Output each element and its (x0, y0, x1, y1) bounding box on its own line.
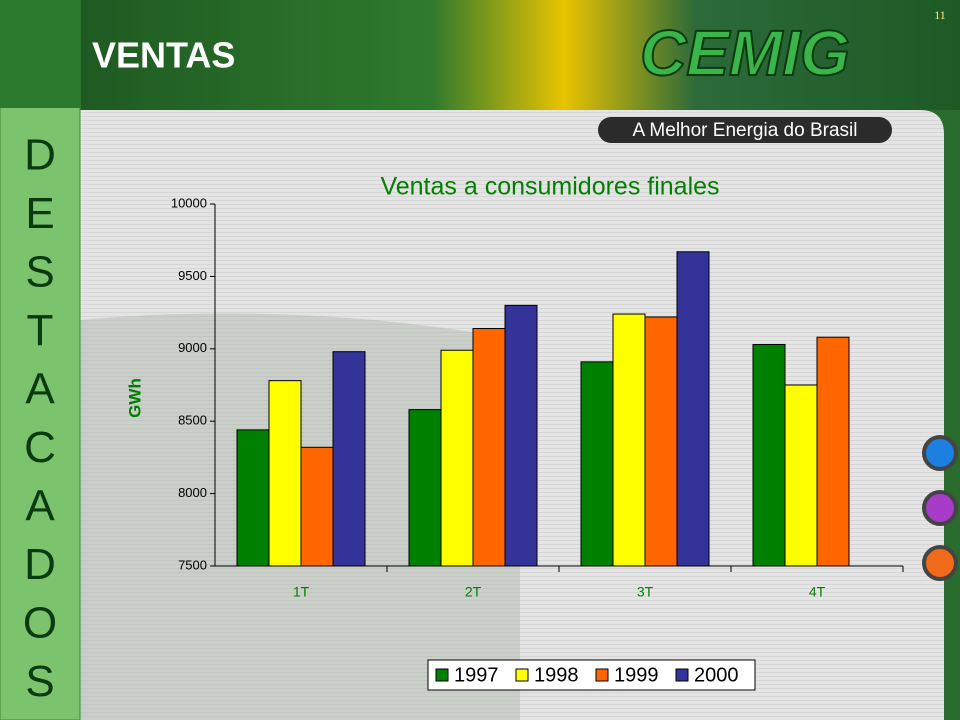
sidebar-top (0, 0, 80, 108)
page-number: 11 (934, 8, 946, 22)
bar (784, 384, 818, 567)
x-tick-label: 4T (809, 584, 826, 600)
sidebar-letter: D (24, 131, 56, 180)
sidebar-letter: T (27, 306, 54, 355)
bar (676, 251, 710, 567)
bar (472, 328, 506, 567)
chart-title: Ventas a consumidores finales (380, 173, 719, 201)
y-axis-label: GWh (125, 378, 144, 418)
bar (612, 313, 646, 567)
slide-title: VENTAS (92, 35, 235, 76)
bar (816, 336, 850, 567)
legend-label: 1999 (614, 664, 659, 686)
y-tick-label: 10000 (171, 195, 207, 210)
legend-label: 1998 (534, 664, 579, 686)
bar (504, 304, 538, 567)
y-tick-label: 9500 (178, 268, 207, 283)
bar (440, 349, 474, 567)
legend-swatch (595, 668, 609, 682)
legend-swatch (675, 668, 689, 682)
x-tick-label: 3T (637, 584, 654, 600)
y-tick-label: 9000 (178, 340, 207, 355)
sidebar-letter: A (25, 482, 55, 531)
y-tick-label: 8000 (178, 485, 207, 500)
sidebar-letter: A (25, 365, 55, 414)
logo: CEMIG (640, 17, 850, 89)
sidebar-letter: S (25, 657, 54, 706)
x-tick-label: 2T (465, 584, 482, 600)
bar (300, 446, 334, 567)
next-button[interactable] (922, 435, 958, 471)
y-tick-label: 8500 (178, 413, 207, 428)
tagline-pill (598, 117, 892, 143)
bar (236, 429, 270, 567)
legend (427, 659, 756, 691)
sidebar-letter: D (24, 540, 56, 589)
sidebar-letter: S (25, 248, 54, 297)
banner (80, 0, 960, 110)
bar (268, 380, 302, 567)
sidebar-letter: O (23, 599, 57, 648)
x-tick-label: 1T (293, 584, 310, 600)
tagline: A Melhor Energia do Brasil (633, 120, 858, 141)
back-button[interactable] (922, 490, 958, 526)
legend-swatch (435, 668, 449, 682)
bar (580, 361, 614, 567)
sidebar-letter: C (24, 423, 56, 472)
y-tick-label: 7500 (178, 557, 207, 572)
bar (408, 409, 442, 567)
legend-label: 1997 (454, 664, 499, 686)
sidebar (0, 0, 81, 720)
bar (332, 351, 366, 567)
info-button[interactable] (922, 545, 958, 581)
legend-label: 2000 (694, 664, 739, 686)
bar (752, 343, 786, 567)
legend-swatch (515, 668, 529, 682)
sidebar-letter: E (25, 189, 54, 238)
bar (644, 316, 678, 567)
